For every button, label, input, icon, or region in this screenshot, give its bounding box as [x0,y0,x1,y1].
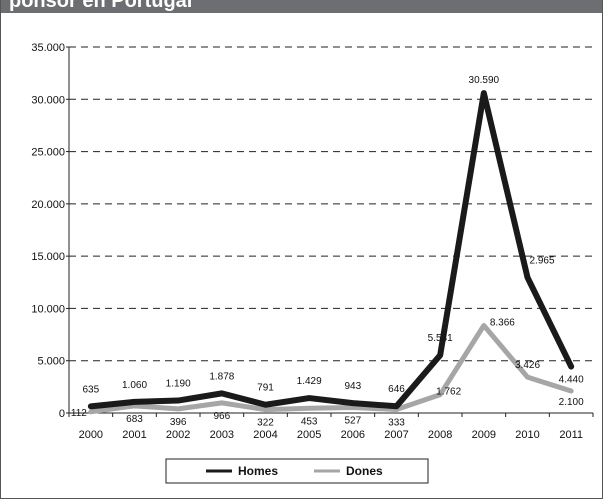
y-tick-label: 10.000 [31,303,65,315]
series-line-homes [87,90,575,410]
data-label-dones: 112 [71,408,87,419]
data-point-homes [482,92,485,95]
data-label-dones: 527 [344,415,361,426]
x-tick-label: 2011 [559,429,583,441]
data-point-dones [526,376,529,379]
data-point-homes [351,402,354,405]
data-point-homes [439,354,442,357]
y-tick-label: 20.000 [31,199,65,211]
data-label-homes: 1.190 [166,379,191,390]
y-tick-label: 5.000 [37,356,65,368]
data-label-dones: 322 [257,418,274,429]
data-label-homes: 646 [388,384,405,395]
x-tick-label: 2003 [210,429,234,441]
y-tick-label: 0 [59,408,65,420]
data-point-dones [133,404,136,407]
data-label-dones: 683 [126,414,143,425]
data-label-homes: 4.440 [559,375,584,386]
y-tick-label: 15.000 [31,251,65,263]
x-tick-label: 2007 [384,429,408,441]
data-label-dones: 966 [213,411,230,422]
chart-title-bar: ponsor en Portugal [1,0,602,13]
data-point-homes [264,403,267,406]
data-point-dones [264,408,267,411]
data-point-dones [351,406,354,409]
data-point-dones [89,410,92,413]
data-label-dones: 396 [170,417,187,428]
data-label-dones: 2.100 [559,397,584,408]
legend-label-homes: Homes [238,464,278,478]
data-label-dones: 8.366 [490,318,515,329]
x-tick-label: 2002 [166,429,190,441]
x-tick-label: 2000 [79,429,103,441]
series-line-dones [88,323,574,415]
data-point-dones [439,393,442,396]
data-point-homes [220,392,223,395]
data-label-homes: 1.429 [297,376,322,387]
y-tick-label: 35.000 [31,42,65,54]
data-label-homes: 791 [257,383,274,394]
data-label-homes: 2.965 [530,255,555,266]
data-label-homes: 5.531 [428,333,453,344]
x-tick-label: 2009 [472,429,496,441]
y-tick-label: 25.000 [31,147,65,159]
data-point-dones [177,407,180,410]
data-point-homes [526,276,529,279]
data-label-dones: 3.426 [515,360,540,371]
data-point-homes [177,399,180,402]
data-label-dones: 1.762 [436,387,461,398]
data-point-homes [395,405,398,408]
data-point-dones [220,401,223,404]
x-tick-label: 2008 [428,429,452,441]
x-tick-label: 2004 [253,429,277,441]
data-label-homes: 943 [344,381,361,392]
data-point-homes [308,397,311,400]
x-tick-label: 2006 [341,429,365,441]
data-point-homes [570,365,573,368]
data-label-homes: 1.878 [209,371,234,382]
x-tick-label: 2005 [297,429,321,441]
x-tick-label: 2001 [122,429,146,441]
data-label-homes: 635 [82,384,99,395]
data-label-homes: 30.590 [469,75,500,86]
data-label-dones: 333 [388,418,405,429]
data-point-dones [482,324,485,327]
data-point-homes [133,400,136,403]
legend-box [165,458,429,484]
x-tick-label: 2010 [515,429,539,441]
data-point-homes [89,405,92,408]
data-point-dones [308,407,311,410]
data-label-dones: 453 [301,416,318,427]
y-tick-label: 30.000 [31,94,65,106]
data-label-homes: 1.060 [122,380,147,391]
legend-label-dones: Dones [346,464,383,478]
data-point-dones [570,390,573,393]
